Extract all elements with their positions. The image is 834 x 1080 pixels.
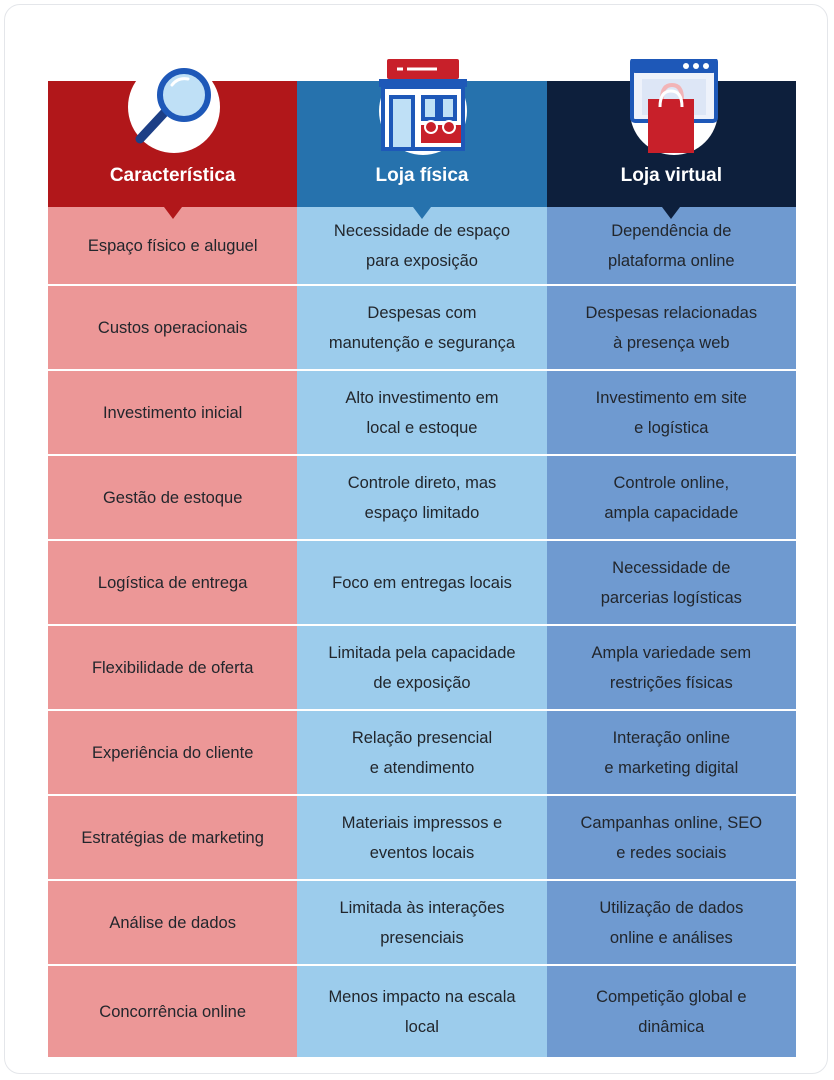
cell-text: Análise de dados — [109, 913, 236, 932]
cell-text: Campanhas online, SEO e redes sociais — [580, 813, 763, 862]
cell-text: Foco em entregas locais — [332, 573, 512, 592]
cell-loja-fisica: Alto investimento em local e estoque — [297, 371, 547, 454]
table-row: Experiência do cliente Relação presencia… — [48, 709, 796, 794]
cell-text: Necessidade de parcerias logísticas — [600, 558, 742, 607]
cell-text: Materiais impressos e eventos locais — [341, 813, 503, 862]
cell-loja-virtual: Necessidade de parcerias logísticas — [546, 541, 796, 624]
table-row: Estratégias de marketing Materiais impre… — [48, 794, 796, 879]
cell-loja-fisica: Controle direto, mas espaço limitado — [297, 456, 547, 539]
table-row: Análise de dados Limitada às interações … — [48, 879, 796, 964]
cell-text: Limitada às interações presenciais — [339, 898, 505, 947]
cell-loja-fisica: Relação presencial e atendimento — [297, 711, 547, 794]
cell-caracteristica: Custos operacionais — [48, 286, 298, 369]
cell-text: Interação online e marketing digital — [604, 728, 739, 777]
cell-caracteristica: Flexibilidade de oferta — [48, 626, 298, 709]
table-row: Concorrência online Menos impacto na esc… — [48, 964, 796, 1057]
cell-text: Logística de entrega — [97, 573, 248, 592]
table-row: Flexibilidade de oferta Limitada pela ca… — [48, 624, 796, 709]
storefront-icon — [379, 59, 467, 155]
header-label: Característica — [109, 165, 236, 186]
cell-text: Necessidade de espaço para exposição — [333, 221, 511, 270]
cell-text: Limitada pela capacidade de exposição — [328, 643, 516, 692]
cell-text: Ampla variedade sem restrições físicas — [591, 643, 752, 692]
table-row: Espaço físico e aluguel Necessidade de e… — [48, 207, 796, 284]
cell-text: Despesas com manutenção e segurança — [328, 303, 516, 352]
cell-loja-fisica: Necessidade de espaço para exposição — [297, 207, 547, 284]
cell-loja-fisica: Limitada pela capacidade de exposição — [297, 626, 547, 709]
cell-text: Menos impacto na escala local — [328, 987, 516, 1036]
cell-text: Relação presencial e atendimento — [351, 728, 493, 777]
cell-text: Investimento em site e logística — [595, 388, 747, 437]
cell-text: Flexibilidade de oferta — [91, 658, 254, 677]
magnifier-icon — [128, 61, 220, 153]
cell-loja-fisica: Menos impacto na escala local — [297, 966, 547, 1057]
cell-loja-virtual: Interação online e marketing digital — [546, 711, 796, 794]
cell-caracteristica: Gestão de estoque — [48, 456, 298, 539]
table-row: Gestão de estoque Controle direto, mas e… — [48, 454, 796, 539]
cell-text: Dependência de plataforma online — [608, 221, 735, 270]
cell-loja-virtual: Utilização de dados online e análises — [546, 881, 796, 964]
cell-text: Controle direto, mas espaço limitado — [347, 473, 497, 522]
cell-loja-virtual: Despesas relacionadas à presença web — [546, 286, 796, 369]
cell-loja-virtual: Competição global e dinâmica — [546, 966, 796, 1057]
cell-loja-fisica: Limitada às interações presenciais — [297, 881, 547, 964]
cell-loja-virtual: Campanhas online, SEO e redes sociais — [546, 796, 796, 879]
header-pointer — [662, 207, 681, 219]
cell-text: Competição global e dinâmica — [596, 987, 747, 1036]
header-pointer — [163, 207, 182, 219]
cell-text: Despesas relacionadas à presença web — [585, 303, 758, 352]
cell-loja-fisica: Foco em entregas locais — [297, 541, 547, 624]
cell-text: Utilização de dados online e análises — [599, 898, 744, 947]
cell-loja-fisica: Materiais impressos e eventos locais — [297, 796, 547, 879]
cell-text: Estratégias de marketing — [81, 828, 264, 847]
comparison-card: Característica Loja física Loja virtual … — [4, 4, 828, 1074]
cell-caracteristica: Análise de dados — [48, 881, 298, 964]
table-header: Característica Loja física Loja virtual — [48, 81, 796, 219]
table-row: Logística de entrega Foco em entregas lo… — [48, 539, 796, 624]
cell-text: Gestão de estoque — [102, 488, 243, 507]
cell-loja-virtual: Controle online, ampla capacidade — [546, 456, 796, 539]
cell-text: Experiência do cliente — [91, 743, 254, 762]
table-row: Custos operacionais Despesas com manuten… — [48, 284, 796, 369]
cell-caracteristica: Concorrência online — [48, 966, 298, 1057]
browser-shopping-bag-icon — [630, 59, 718, 155]
cell-text: Investimento inicial — [102, 403, 243, 422]
header-label: Loja física — [375, 165, 469, 186]
cell-text: Custos operacionais — [97, 318, 248, 337]
cell-text: Alto investimento em local e estoque — [345, 388, 499, 437]
cell-caracteristica: Experiência do cliente — [48, 711, 298, 794]
cell-caracteristica: Logística de entrega — [48, 541, 298, 624]
cell-loja-fisica: Despesas com manutenção e segurança — [297, 286, 547, 369]
cell-text: Concorrência online — [99, 1002, 247, 1021]
table-row: Investimento inicial Alto investimento e… — [48, 369, 796, 454]
cell-caracteristica: Estratégias de marketing — [48, 796, 298, 879]
cell-text: Espaço físico e aluguel — [87, 236, 258, 255]
cell-loja-virtual: Dependência de plataforma online — [546, 207, 796, 284]
header-pointer — [412, 207, 431, 219]
cell-text: Controle online, ampla capacidade — [604, 473, 739, 522]
table-body: Espaço físico e aluguel Necessidade de e… — [48, 207, 796, 1057]
comparison-table: Característica Loja física Loja virtual … — [48, 59, 796, 1057]
cell-loja-virtual: Investimento em site e logística — [546, 371, 796, 454]
cell-caracteristica: Investimento inicial — [48, 371, 298, 454]
cell-caracteristica: Espaço físico e aluguel — [48, 207, 298, 284]
header-label: Loja virtual — [620, 165, 722, 186]
cell-loja-virtual: Ampla variedade sem restrições físicas — [546, 626, 796, 709]
